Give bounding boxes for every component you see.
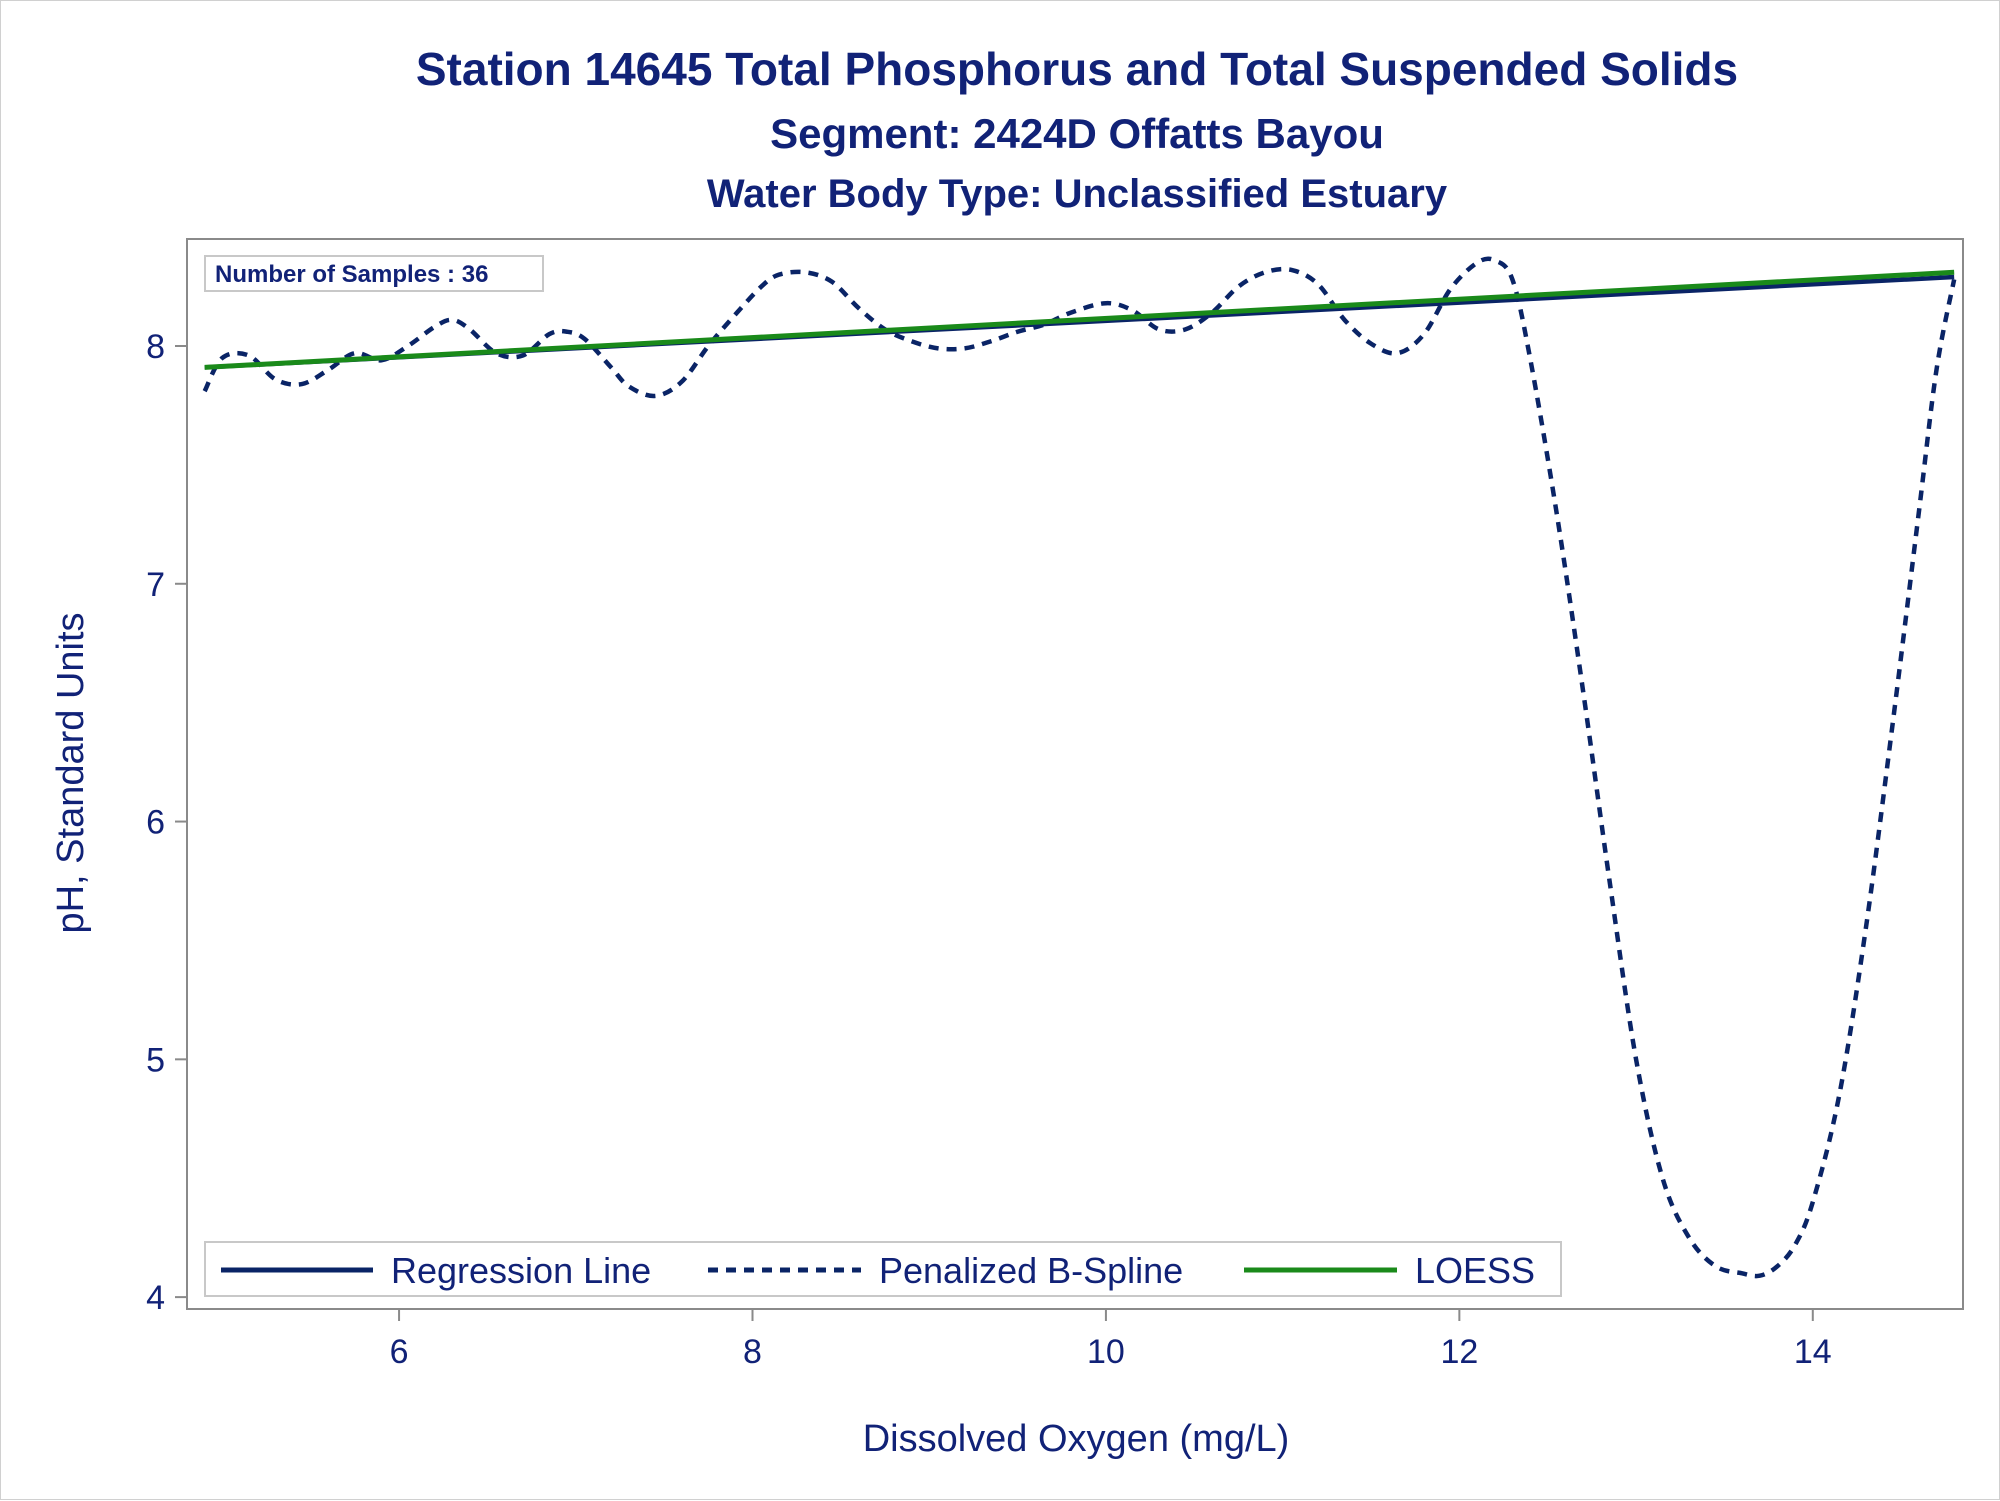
sample-count-label: Number of Samples : 36 <box>215 261 488 288</box>
chart-title: Station 14645 Total Phosphorus and Total… <box>416 43 1738 95</box>
y-tick-label: 6 <box>146 804 165 842</box>
series-line-penalized-b-spline <box>202 256 1957 1279</box>
legend-label-regression-line: Regression Line <box>391 1250 651 1291</box>
y-tick-label: 5 <box>146 1041 165 1079</box>
x-tick-label: 8 <box>743 1333 762 1371</box>
y-tick-label: 4 <box>146 1279 165 1317</box>
chart-subtitle-2: Water Body Type: Unclassified Estuary <box>707 172 1448 216</box>
legend: Regression Line Penalized B-Spline LOESS <box>204 1241 1562 1297</box>
y-tick-label: 8 <box>146 328 165 366</box>
series-layer <box>202 256 1957 1279</box>
x-axis-label: Dissolved Oxygen (mg/L) <box>863 1418 1290 1460</box>
x-tick-label: 10 <box>1087 1333 1125 1371</box>
x-tick-label: 6 <box>390 1333 409 1371</box>
legend-label-loess: LOESS <box>1415 1250 1535 1291</box>
y-tick-label: 7 <box>146 566 165 604</box>
sample-count-box <box>204 255 544 292</box>
plot-area-frame <box>186 238 1964 1310</box>
legend-label-penalized-b-spline: Penalized B-Spline <box>879 1250 1183 1291</box>
x-tick-label: 14 <box>1794 1333 1832 1371</box>
chart-subtitle: Segment: 2424D Offatts Bayou <box>770 110 1384 157</box>
series-line-loess <box>204 269 1955 370</box>
y-axis-label: pH, Standard Units <box>50 612 92 933</box>
axis-ticks: 6 8 10 12 14 4 5 6 7 8 <box>146 328 1832 1371</box>
x-tick-label: 12 <box>1440 1333 1478 1371</box>
